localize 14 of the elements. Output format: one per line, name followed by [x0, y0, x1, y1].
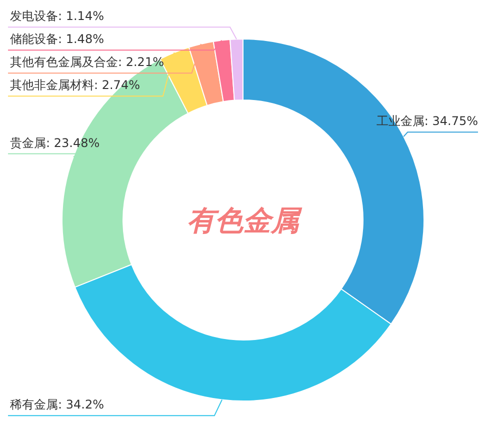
slice-label: 稀有金属: [10, 398, 58, 412]
data-label: : 1.48%: [58, 32, 104, 46]
text: 有色金属: [187, 204, 303, 237]
data-label: : 34.2%: [58, 398, 104, 412]
slice-label: 储能设备: [10, 32, 58, 46]
slice-label: 贵金属: [10, 136, 46, 150]
slice-label: 发电设备: [10, 9, 58, 24]
data-label: : 34.75%: [424, 114, 478, 128]
data-label: : 23.48%: [46, 136, 100, 150]
slice-label: 其他非金属材料: [10, 78, 94, 92]
data-label: : 1.14%: [58, 9, 104, 24]
data-label: : 2.21%: [118, 55, 164, 70]
slice-label: 其他有色金属及合金: [10, 55, 118, 70]
data-label: : 2.74%: [94, 78, 140, 92]
